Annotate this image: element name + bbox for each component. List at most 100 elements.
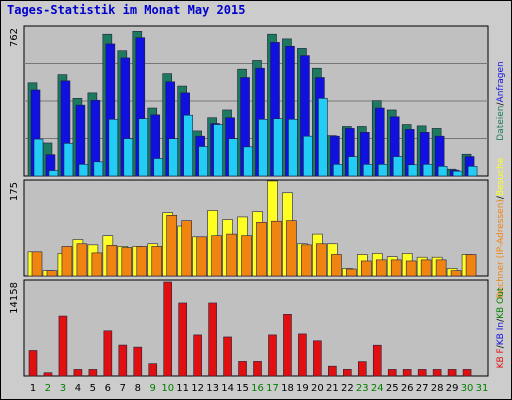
- bar-top-seiten-day-22: Seiten 22: 100: [348, 156, 358, 177]
- day-label-4: 4: [75, 383, 81, 394]
- day-label-9: 9: [150, 383, 156, 394]
- day-label-2: 2: [45, 383, 51, 394]
- legend-middle: Rechner (IP-Adressen)/Besuche: [496, 157, 506, 298]
- bar-top-seiten-day-9: Seiten 9: 90: [153, 158, 164, 177]
- day-label-14: 14: [221, 383, 234, 394]
- bar-bottom-kb-f-day-5: KB F 5: 990: [88, 369, 98, 377]
- bar-middle-rechner-ip-adressen--day-1: Rechner (IP-Adressen) 1: 45: [31, 251, 43, 277]
- bar-bottom-kb-f-day-21: KB F 21: 1480: [328, 365, 337, 377]
- bar-bottom-kb-f-day-25: KB F 25: 990: [387, 369, 397, 377]
- bar-middle-rechner-ip-adressen--day-15: Rechner (IP-Adressen) 15: 75: [241, 235, 252, 277]
- bar-bottom-kb-f-day-1: KB F 1: 3840: [28, 350, 38, 377]
- bar-bottom-kb-f-day-3: KB F 3: 9030: [58, 315, 68, 377]
- day-label-5: 5: [90, 383, 96, 394]
- legend-part-2: Besuche: [496, 157, 506, 196]
- day-label-23: 23: [356, 383, 369, 394]
- bar-top-seiten-day-28: Seiten 28: 50: [437, 165, 448, 177]
- day-label-13: 13: [206, 383, 219, 394]
- bar-top-seiten-day-29: Seiten 29: 25: [452, 170, 463, 177]
- bar-middle-rechner-ip-adressen--day-12: Rechner (IP-Adressen) 12: 73: [196, 236, 207, 277]
- bar-middle-rechner-ip-adressen--day-5: Rechner (IP-Adressen) 5: 43: [91, 252, 103, 277]
- bar-top-seiten-day-18: Seiten 18: 292: [288, 118, 298, 177]
- bar-bottom-kb-f-day-30: KB F 30: 990: [462, 369, 472, 377]
- max-label-bottom: 14158: [9, 282, 20, 314]
- legend-part-4: KB Out: [496, 287, 506, 319]
- bar-bottom-kb-f-day-26: KB F 26: 990: [402, 369, 412, 377]
- bar-middle-rechner-ip-adressen--day-25: Rechner (IP-Adressen) 25: 30: [390, 259, 402, 277]
- bar-top-seiten-day-19: Seiten 19: 205: [303, 135, 313, 177]
- bar-bottom-kb-f-day-24: KB F 24: 4640: [372, 344, 382, 377]
- bar-top-seiten-day-21: Seiten 21: 60: [333, 164, 343, 177]
- bar-bottom-kb-f-day-19: KB F 19: 6340: [298, 333, 307, 377]
- legend-top: Dateien/Anfragen: [496, 61, 506, 141]
- bar-bottom-kb-f-day-18: KB F 18: 9290: [283, 314, 292, 377]
- bar-middle-rechner-ip-adressen--day-19: Rechner (IP-Adressen) 19: 58: [301, 244, 312, 277]
- bar-bottom-kb-f-day-6: KB F 6: 6810: [103, 330, 113, 377]
- bar-top-seiten-day-6: Seiten 6: 292: [108, 118, 119, 177]
- bar-middle-rechner-ip-adressen--day-7: Rechner (IP-Adressen) 7: 53: [121, 247, 133, 277]
- bar-middle-rechner-ip-adressen--day-30: Rechner (IP-Adressen) 30: 40: [465, 254, 477, 277]
- bar-bottom-kb-f-day-16: KB F 16: 2200: [253, 361, 262, 377]
- day-label-3: 3: [60, 383, 66, 394]
- bar-bottom-kb-f-day-17: KB F 17: 6190: [268, 334, 277, 377]
- day-label-25: 25: [386, 383, 399, 394]
- bar-middle-rechner-ip-adressen--day-8: Rechner (IP-Adressen) 8: 55: [136, 246, 148, 277]
- bar-bottom-kb-f-day-2: KB F 2: 495: [43, 372, 53, 377]
- day-label-11: 11: [176, 383, 189, 394]
- bar-middle-rechner-ip-adressen--day-24: Rechner (IP-Adressen) 24: 30: [375, 259, 387, 277]
- bar-top-seiten-day-24: Seiten 24: 60: [377, 164, 388, 177]
- bar-middle-rechner-ip-adressen--day-29: Rechner (IP-Adressen) 29: 10: [450, 270, 462, 277]
- bar-middle-rechner-ip-adressen--day-22: Rechner (IP-Adressen) 22: 13: [346, 268, 357, 277]
- legend-part-0: Rechner (IP-Adressen): [496, 199, 506, 298]
- day-label-28: 28: [431, 383, 444, 394]
- bar-bottom-kb-f-day-22: KB F 22: 1000: [343, 369, 352, 377]
- bar-middle-rechner-ip-adressen--day-20: Rechner (IP-Adressen) 20: 60: [316, 243, 327, 277]
- legend-part-3: /: [496, 318, 506, 322]
- legend-part-1: /: [496, 101, 506, 105]
- legend-part-2: Anfragen: [496, 61, 506, 102]
- day-label-27: 27: [416, 383, 429, 394]
- bar-bottom-kb-f-day-27: KB F 27: 990: [417, 369, 427, 377]
- bar-bottom-kb-f-day-8: KB F 8: 4350: [133, 346, 143, 377]
- day-label-8: 8: [135, 383, 141, 394]
- plot-area-bottom: [23, 279, 489, 377]
- bar-middle-rechner-ip-adressen--day-2: Rechner (IP-Adressen) 2: 10: [46, 270, 58, 277]
- bar-bottom-kb-f-day-11: KB F 11: 11000: [178, 302, 187, 377]
- bar-bottom-kb-f-day-10: KB F 10: 14158: [163, 281, 173, 377]
- bar-top-seiten-day-27: Seiten 27: 60: [422, 164, 433, 177]
- legend-part-0: Dateien: [496, 105, 506, 140]
- legend-part-0: KB F: [496, 348, 506, 368]
- bar-bottom-kb-f-day-20: KB F 20: 5300: [313, 340, 322, 377]
- bar-top-seiten-day-14: Seiten 14: 192: [228, 138, 238, 177]
- day-label-6: 6: [105, 383, 111, 394]
- bar-bottom-kb-f-day-13: KB F 13: 11000: [208, 302, 217, 377]
- bar-bottom-kb-f-day-29: KB F 29: 990: [447, 369, 457, 377]
- bar-top-seiten-day-5: Seiten 5: 73: [93, 161, 104, 177]
- bar-middle-rechner-ip-adressen--day-4: Rechner (IP-Adressen) 4: 60: [76, 243, 88, 277]
- day-label-7: 7: [120, 383, 126, 394]
- bar-bottom-kb-f-day-7: KB F 7: 4660: [118, 344, 128, 377]
- bar-middle-rechner-ip-adressen--day-28: Rechner (IP-Adressen) 28: 30: [435, 259, 447, 277]
- bar-middle-rechner-ip-adressen--day-6: Rechner (IP-Adressen) 6: 57: [106, 245, 118, 277]
- day-label-16: 16: [251, 383, 264, 394]
- bar-top-seiten-day-25: Seiten 25: 100: [392, 156, 403, 177]
- bar-middle-rechner-ip-adressen--day-14: Rechner (IP-Adressen) 14: 78: [226, 233, 237, 277]
- bar-middle-rechner-ip-adressen--day-10: Rechner (IP-Adressen) 10: 113: [166, 215, 178, 277]
- bar-middle-rechner-ip-adressen--day-9: Rechner (IP-Adressen) 9: 55: [151, 246, 163, 277]
- bar-bottom-kb-f-day-14: KB F 14: 5880: [223, 336, 232, 377]
- day-label-24: 24: [371, 383, 384, 394]
- bar-bottom-kb-f-day-12: KB F 12: 6190: [193, 334, 202, 377]
- bar-top-seiten-day-11: Seiten 11: 313: [183, 114, 193, 177]
- bar-top-seiten-day-4: Seiten 4: 60: [78, 164, 89, 177]
- bar-middle-rechner-ip-adressen--day-21: Rechner (IP-Adressen) 21: 40: [331, 254, 342, 277]
- bar-top-seiten-day-8: Seiten 8: 295: [138, 118, 149, 177]
- bar-top-seiten-day-26: Seiten 26: 58: [407, 164, 418, 177]
- day-label-1: 1: [30, 383, 36, 394]
- day-label-19: 19: [296, 383, 309, 394]
- day-label-30: 30: [461, 383, 474, 394]
- bar-bottom-kb-f-day-15: KB F 15: 2200: [238, 361, 247, 377]
- day-label-17: 17: [266, 383, 279, 394]
- bar-top-seiten-day-10: Seiten 10: 192: [168, 138, 179, 177]
- legend-part-2: KB In: [496, 322, 506, 345]
